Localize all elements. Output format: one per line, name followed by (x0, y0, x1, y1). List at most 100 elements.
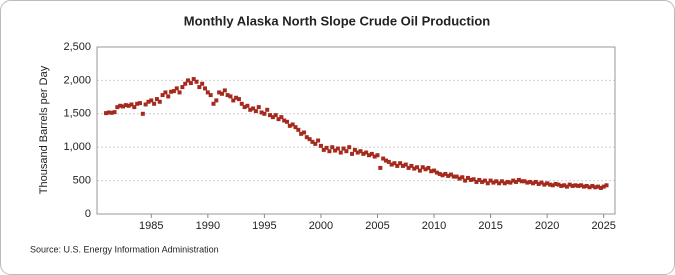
x-tick-label: 1990 (196, 220, 220, 232)
point (420, 165, 425, 170)
point (570, 183, 575, 188)
y-axis-label: Thousand Barrels per Day (38, 65, 50, 194)
point (352, 147, 357, 152)
point (129, 102, 134, 107)
point (383, 158, 388, 163)
point (203, 86, 208, 91)
point (409, 163, 414, 168)
point (211, 101, 216, 106)
point (137, 101, 142, 106)
point (364, 150, 369, 155)
point (104, 111, 109, 116)
point (367, 153, 372, 158)
point (123, 103, 128, 108)
plot-frame (96, 46, 616, 215)
point (186, 78, 191, 83)
point (225, 93, 230, 98)
point (259, 110, 264, 115)
point (253, 109, 258, 114)
point (183, 81, 188, 86)
point (406, 165, 411, 170)
point (531, 181, 536, 186)
point (590, 183, 595, 188)
x-tick-label: 1995 (252, 220, 276, 232)
point (477, 177, 482, 182)
point (318, 143, 323, 148)
point (381, 156, 386, 161)
point (499, 179, 504, 184)
chart-title: Monthly Alaska North Slope Crude Oil Pro… (184, 13, 491, 28)
point (573, 183, 578, 188)
point (118, 103, 123, 108)
point (369, 151, 374, 156)
point (143, 102, 148, 107)
point (567, 182, 572, 187)
point (460, 175, 465, 180)
point (386, 159, 391, 164)
point (601, 184, 606, 189)
point (474, 179, 479, 184)
point (542, 182, 547, 187)
point (525, 180, 530, 185)
point (163, 90, 168, 95)
point (378, 165, 383, 170)
point (508, 180, 513, 185)
point (335, 146, 340, 151)
point (191, 77, 196, 82)
point (239, 101, 244, 106)
point (412, 166, 417, 171)
point (333, 148, 338, 153)
point (307, 137, 312, 142)
point (268, 113, 273, 118)
point (443, 171, 448, 176)
point (429, 169, 434, 174)
point (146, 99, 151, 104)
point (197, 85, 202, 90)
point (327, 149, 332, 154)
point (290, 122, 295, 127)
point (330, 145, 335, 150)
point (392, 161, 397, 166)
point (149, 98, 154, 103)
point (471, 177, 476, 182)
point (533, 179, 538, 184)
x-tick-label: 2015 (478, 220, 502, 232)
point (536, 181, 541, 186)
point (169, 89, 174, 94)
point (293, 125, 298, 130)
y-tick-label: 1,500 (63, 108, 91, 120)
point (231, 98, 236, 103)
point (596, 184, 601, 189)
point (282, 118, 287, 123)
point (140, 111, 145, 116)
point (214, 98, 219, 103)
point (276, 117, 281, 122)
point (604, 183, 609, 188)
point (423, 167, 428, 172)
point (228, 94, 233, 99)
point (519, 179, 524, 184)
point (273, 113, 278, 118)
point (361, 151, 366, 156)
point (121, 104, 126, 109)
point (482, 178, 487, 183)
point (270, 115, 275, 120)
point (256, 105, 261, 110)
point (310, 139, 315, 144)
point (494, 179, 499, 184)
point (545, 181, 550, 186)
point (200, 81, 205, 86)
point (576, 183, 581, 188)
point (437, 171, 442, 176)
point (454, 174, 459, 179)
y-tick-label: 1,000 (63, 141, 91, 153)
point (528, 179, 533, 184)
x-tick-label: 2005 (365, 220, 389, 232)
point (316, 138, 321, 143)
point (485, 181, 490, 186)
point (177, 90, 182, 95)
point (236, 97, 241, 102)
point (109, 110, 114, 115)
point (194, 79, 199, 84)
